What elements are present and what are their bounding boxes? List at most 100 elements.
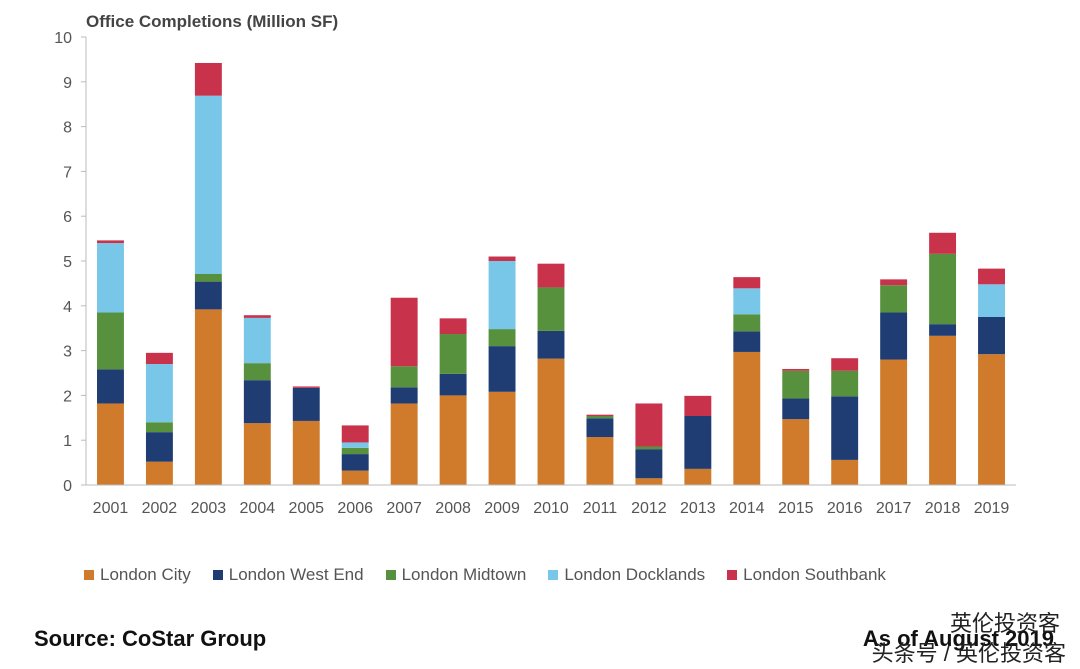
legend-swatch	[84, 570, 94, 580]
bar-segment-2008-0	[439, 395, 467, 485]
bar-segment-2007-1	[390, 387, 418, 404]
bar-segment-2013-1	[684, 416, 712, 469]
legend-swatch	[212, 570, 223, 580]
bar-segment-2006-0	[341, 470, 369, 485]
x-tick-label: 2008	[435, 500, 471, 517]
bar-segment-2012-4	[635, 403, 663, 447]
bar-segment-2011-2	[586, 416, 614, 419]
bar-segment-2013-4	[684, 395, 712, 417]
bar-segment-2014-0	[733, 351, 761, 485]
bar-segment-2002-3	[145, 364, 173, 423]
bar-segment-2004-0	[243, 423, 271, 485]
bar-segment-2008-4	[439, 318, 467, 335]
y-tick-label: 5	[63, 254, 72, 271]
bar-segment-2006-2	[341, 447, 369, 455]
y-tick-label: 9	[63, 75, 72, 92]
x-tick-label: 2004	[240, 500, 276, 517]
x-tick-label: 2005	[288, 500, 324, 517]
bar-segment-2019-3	[978, 284, 1005, 317]
bar-segment-2002-0	[145, 461, 173, 485]
bar-segment-2015-2	[782, 370, 810, 399]
bar-segment-2014-2	[733, 314, 761, 332]
bar-segment-2014-1	[733, 331, 761, 352]
bar-segment-2015-4	[782, 368, 810, 371]
y-tick-label: 0	[63, 478, 72, 495]
bar-segment-2003-0	[194, 309, 222, 485]
bar-segment-2004-3	[243, 317, 271, 364]
legend-label: London West End	[228, 565, 364, 584]
watermark-text: 英伦投资客	[949, 611, 1060, 636]
bar-segment-2011-1	[586, 418, 614, 438]
legend-item: London City	[84, 565, 191, 585]
y-tick-label: 7	[63, 164, 72, 181]
x-tick-label: 2014	[729, 500, 765, 517]
x-tick-label: 2017	[876, 500, 912, 517]
bar-segment-2004-1	[243, 380, 271, 424]
x-tick-label: 2016	[827, 500, 863, 517]
legend-label: London City	[100, 565, 191, 584]
y-tick-label: 3	[63, 344, 72, 361]
bar-segment-2002-2	[145, 422, 173, 433]
bar-segment-2017-2	[880, 285, 908, 313]
bar-segment-2010-1	[537, 330, 565, 359]
bar-segment-2016-4	[831, 358, 859, 371]
bar-segment-2001-4	[97, 240, 124, 244]
x-tick-label: 2003	[191, 500, 227, 517]
y-tick-label: 4	[63, 299, 72, 316]
axes-layer: 2001 2002 2003 2004 2005 2006 2007 2008 2009 2010…	[54, 30, 1016, 517]
x-tick-label: 2010	[533, 500, 569, 517]
legend-item: London West End	[212, 565, 364, 585]
legend-item: London Midtown	[385, 565, 527, 585]
bar-segment-2009-1	[488, 346, 516, 392]
bar-segment-2018-1	[929, 324, 957, 336]
y-tick-label: 1	[63, 433, 72, 450]
legend-label: London Midtown	[401, 565, 527, 584]
bar-segment-2005-1	[292, 387, 320, 421]
bar-segment-2011-0	[586, 437, 614, 485]
x-tick-label: 2007	[386, 500, 422, 517]
bar-segment-2003-2	[194, 273, 222, 282]
bar-segment-2006-3	[341, 442, 369, 448]
bar-segment-2009-0	[488, 391, 516, 485]
y-tick-label: 6	[63, 209, 72, 226]
bar-segment-2007-0	[390, 403, 418, 485]
bar-segment-2018-0	[929, 335, 957, 485]
y-tick-label: 8	[63, 120, 72, 137]
x-tick-label: 2013	[680, 500, 716, 517]
bars-layer	[97, 62, 1005, 485]
bar-segment-2015-0	[782, 419, 810, 485]
bar-segment-2017-1	[880, 312, 908, 360]
bar-segment-2003-4	[194, 62, 222, 96]
x-tick-label: 2018	[925, 500, 961, 517]
bar-segment-2005-0	[292, 420, 320, 485]
source-note: Source: CoStar Group	[34, 626, 267, 651]
bar-segment-2014-4	[733, 277, 761, 289]
bar-segment-2009-3	[488, 261, 516, 330]
bar-segment-2010-0	[537, 358, 565, 485]
bar-segment-2002-4	[145, 352, 173, 365]
bar-segment-2009-2	[488, 329, 516, 347]
bar-segment-2001-1	[97, 369, 124, 404]
y-tick-label: 10	[54, 30, 72, 47]
legend-swatch	[548, 570, 559, 580]
bar-segment-2012-0	[635, 478, 663, 485]
bar-segment-2007-2	[390, 366, 418, 388]
bar-segment-2012-1	[635, 449, 663, 479]
bar-segment-2003-1	[194, 281, 222, 310]
bar-segment-2015-1	[782, 398, 810, 420]
x-tick-label: 2011	[583, 500, 618, 517]
x-tick-label: 2009	[484, 500, 520, 517]
bar-segment-2008-1	[439, 373, 467, 396]
bar-segment-2002-1	[145, 432, 173, 462]
bar-segment-2016-1	[831, 396, 859, 460]
bar-segment-2014-3	[733, 288, 761, 315]
x-tick-label: 2006	[337, 500, 373, 517]
legend-label: London Docklands	[564, 565, 706, 584]
bar-segment-2019-0	[978, 354, 1005, 485]
bar-segment-2007-4	[390, 297, 418, 367]
bar-segment-2019-1	[978, 317, 1005, 355]
legend-item: London Docklands	[548, 565, 705, 585]
bar-segment-2001-0	[97, 403, 124, 485]
bar-segment-2017-0	[880, 359, 908, 485]
